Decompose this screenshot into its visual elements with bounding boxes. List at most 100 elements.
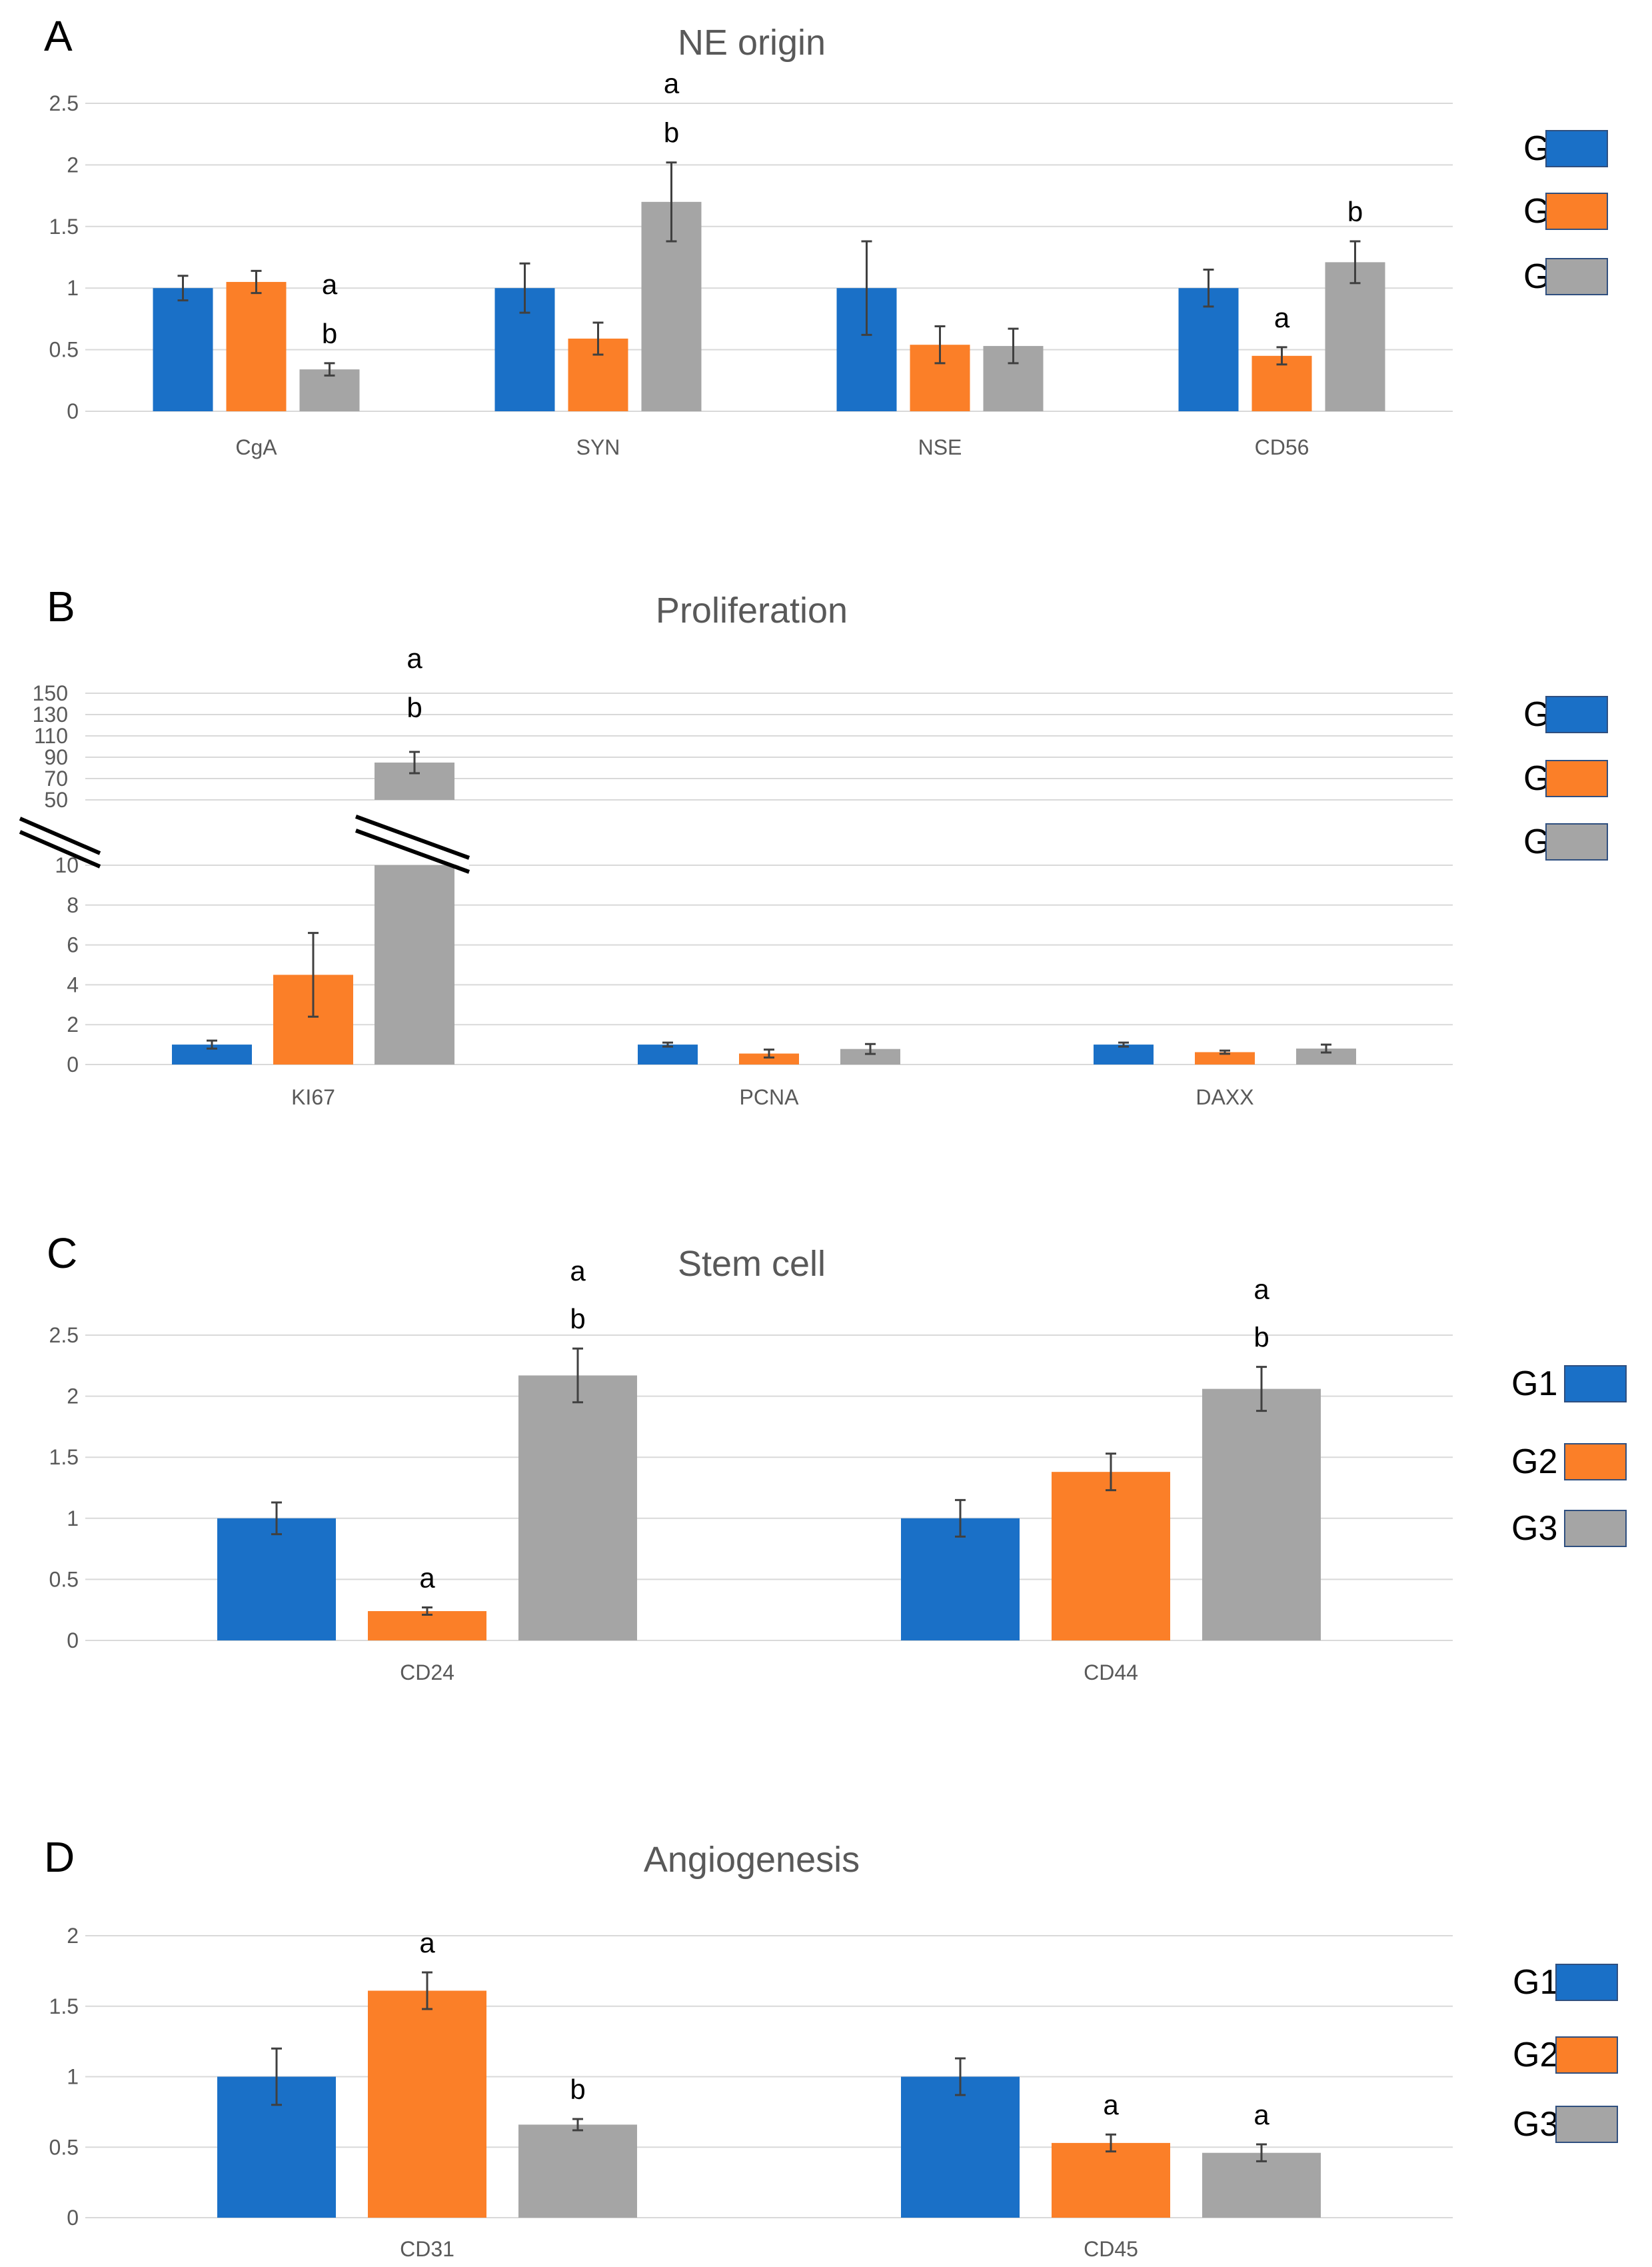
significance-label: a bbox=[570, 1255, 586, 1286]
x-category-label: CD44 bbox=[1084, 1660, 1138, 1684]
error-bar bbox=[207, 1039, 217, 1050]
error-bar bbox=[519, 262, 530, 314]
bar-g3-cd44 bbox=[1202, 1388, 1321, 1640]
error-bar bbox=[592, 321, 604, 356]
bar-g3-ki67-lower bbox=[375, 865, 454, 1065]
bar-g1-cd44 bbox=[901, 1518, 1020, 1640]
y-tick-label: 110 bbox=[34, 724, 68, 748]
chart-title: NE origin bbox=[678, 23, 826, 63]
error-bar bbox=[1256, 1366, 1267, 1412]
bar-g2-cga bbox=[226, 281, 287, 411]
error-bar bbox=[955, 2057, 966, 2096]
x-category-label: CD31 bbox=[400, 2237, 454, 2261]
panel-letter: A bbox=[44, 12, 73, 60]
error-bar bbox=[1118, 1041, 1129, 1048]
panel-letter: D bbox=[44, 1833, 75, 1881]
x-category-label: CD24 bbox=[400, 1660, 454, 1684]
significance-label: b bbox=[570, 1303, 585, 1334]
error-bar bbox=[271, 2047, 282, 2106]
error-bar bbox=[177, 275, 189, 302]
y-tick-label: 1 bbox=[67, 276, 79, 300]
legend-swatch-g1 bbox=[1545, 130, 1608, 167]
y-tick-label: 0.5 bbox=[49, 338, 79, 362]
significance-label: a bbox=[1103, 2089, 1119, 2120]
error-bar bbox=[1276, 346, 1287, 366]
significance-label: b bbox=[407, 692, 422, 723]
legend-swatch-g2 bbox=[1545, 193, 1608, 230]
y-tick-label: 4 bbox=[67, 973, 79, 997]
bar-g3-cd24 bbox=[518, 1375, 637, 1640]
error-bar bbox=[662, 1041, 673, 1048]
axis-break-mark bbox=[19, 817, 101, 855]
error-bar bbox=[934, 325, 946, 365]
legend-swatch-g1 bbox=[1555, 1964, 1618, 2001]
significance-label: a bbox=[407, 643, 422, 674]
error-bar bbox=[271, 1501, 282, 1536]
error-bar bbox=[1220, 1049, 1230, 1055]
error-bar bbox=[572, 2118, 583, 2132]
bar-g1-cd56 bbox=[1178, 288, 1239, 411]
chart-title: Stem cell bbox=[678, 1244, 826, 1284]
legend-swatch-g2 bbox=[1545, 760, 1608, 797]
bar-g3-daxx bbox=[1296, 1049, 1356, 1065]
error-bar bbox=[1256, 2143, 1267, 2162]
y-tick-label: 1.5 bbox=[49, 1994, 79, 2018]
bar-g3-cd56 bbox=[1325, 262, 1385, 411]
y-tick-label: 0.5 bbox=[49, 1567, 79, 1591]
y-tick-label: 0 bbox=[67, 1628, 79, 1652]
y-tick-label: 2 bbox=[67, 1924, 79, 1948]
panel-letter: B bbox=[47, 583, 75, 631]
bar-g1-daxx bbox=[1094, 1045, 1154, 1065]
y-tick-label: 50 bbox=[44, 788, 68, 812]
error-bar bbox=[324, 362, 335, 377]
significance-label: a bbox=[322, 269, 338, 300]
panel-letter: C bbox=[47, 1229, 77, 1277]
panel-b-chart: B Proliferation 0246810507090110130150KI… bbox=[19, 583, 1608, 1109]
bar-g1-cd45 bbox=[901, 2076, 1020, 2218]
y-tick-label: 2 bbox=[67, 1013, 79, 1037]
bar-break-mark bbox=[355, 829, 470, 874]
plot-area: 0 0.5 1 1.5 2 CD31 CD45 a b a a bbox=[49, 1924, 1453, 2261]
error-bar bbox=[1349, 240, 1361, 285]
y-tick-label: 130 bbox=[33, 703, 68, 727]
error-bar bbox=[409, 751, 420, 775]
error-bar bbox=[764, 1049, 774, 1059]
x-category-label: CgA bbox=[235, 435, 277, 459]
significance-label: a bbox=[419, 1562, 435, 1594]
significance-label: b bbox=[1347, 196, 1363, 227]
error-bar bbox=[666, 161, 677, 243]
bar-g3-cd31 bbox=[518, 2124, 637, 2218]
y-tick-label: 2 bbox=[67, 1384, 79, 1408]
bar-g1-cga bbox=[153, 288, 213, 411]
error-bar bbox=[422, 1606, 432, 1616]
y-tick-label: 1 bbox=[67, 1506, 79, 1530]
y-tick-label: 0 bbox=[67, 2206, 79, 2230]
x-category-label: SYN bbox=[576, 435, 620, 459]
legend-swatch-g2 bbox=[1555, 2036, 1618, 2074]
bar-g2-cd24 bbox=[368, 1611, 486, 1640]
bar-g2-pcna bbox=[739, 1053, 799, 1065]
significance-label: a bbox=[1253, 2099, 1269, 2130]
error-bar bbox=[1106, 1452, 1116, 1492]
y-tick-label: 2 bbox=[67, 153, 79, 177]
x-category-label: CD56 bbox=[1255, 435, 1309, 459]
y-tick-label: 70 bbox=[44, 767, 68, 791]
bar-g3-pcna bbox=[840, 1049, 900, 1065]
legend-swatch-g3 bbox=[1545, 823, 1608, 861]
error-bar bbox=[865, 1043, 876, 1055]
bar-g3-cd45 bbox=[1202, 2152, 1321, 2218]
error-bar bbox=[572, 1347, 583, 1404]
significance-label: a bbox=[1253, 1274, 1269, 1305]
x-category-label: CD45 bbox=[1084, 2237, 1138, 2261]
bar-g2-cd31 bbox=[368, 1990, 486, 2218]
legend-swatch-g1 bbox=[1545, 696, 1608, 733]
significance-label: b bbox=[1253, 1322, 1269, 1353]
